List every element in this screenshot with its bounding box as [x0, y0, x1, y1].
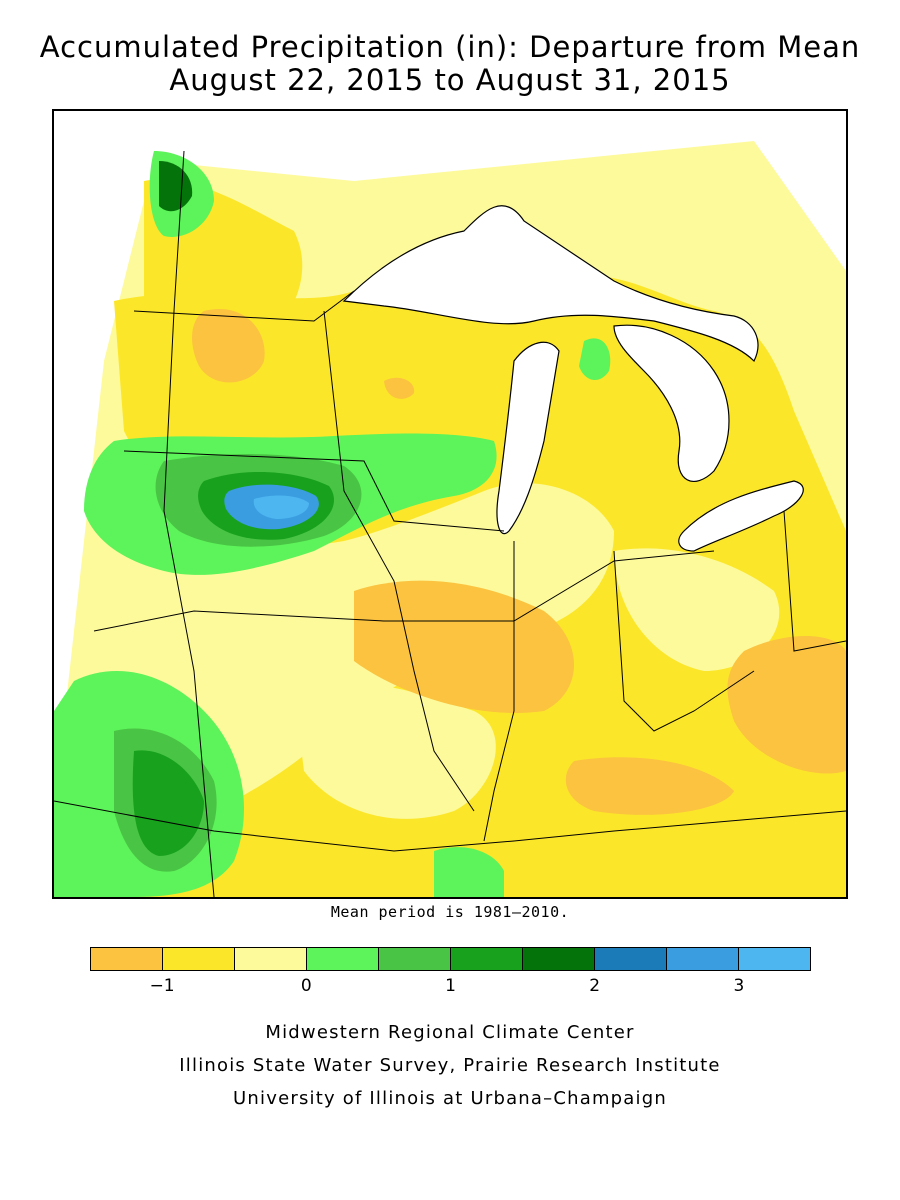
precip-zone-green-sw-dark	[132, 750, 204, 856]
legend-tick-label: −1	[149, 976, 175, 996]
legend-swatch	[595, 948, 667, 970]
precip-zone-orange-5	[384, 377, 415, 399]
precip-zone-green-south	[434, 847, 504, 897]
legend-tick-label: 1	[445, 976, 456, 996]
legend-tick-label: 3	[733, 976, 745, 996]
precip-zone-green-nw-dark	[159, 161, 193, 212]
legend-swatch	[91, 948, 163, 970]
legend-tick-label: 2	[589, 976, 601, 996]
legend-swatch	[235, 948, 307, 970]
precip-zone-orange-1	[192, 309, 265, 383]
precip-zone-orange-4	[565, 757, 734, 815]
legend-swatch	[739, 948, 810, 970]
legend-swatch	[451, 948, 523, 970]
precip-zone-light	[294, 682, 496, 819]
legend-swatch	[307, 948, 379, 970]
legend-swatch	[379, 948, 451, 970]
mean-period-note: Mean period is 1981–2010.	[330, 903, 570, 921]
precip-zone-yellow-central	[280, 300, 501, 442]
precip-zone-green-michigan	[579, 338, 611, 381]
map-date-range: August 22, 2015 to August 31, 2015	[169, 63, 731, 97]
legend-swatch	[163, 948, 235, 970]
precipitation-departure-map	[52, 109, 848, 899]
legend-tick-label: 0	[300, 976, 312, 996]
credit-isws: Illinois State Water Survey, Prairie Res…	[179, 1055, 721, 1076]
legend-swatch	[667, 948, 739, 970]
precip-zone-orange-3	[727, 636, 846, 774]
credit-uiuc: University of Illinois at Urbana–Champai…	[233, 1088, 667, 1109]
precip-zone-blue-light	[253, 495, 309, 519]
lake-superior	[342, 205, 759, 363]
legend-swatch	[523, 948, 595, 970]
color-legend	[90, 947, 811, 971]
map-title: Accumulated Precipitation (in): Departur…	[39, 30, 861, 64]
lake-michigan	[496, 341, 560, 535]
lake-huron	[613, 324, 730, 482]
state-boundaries	[54, 150, 846, 897]
precip-zone-light-east	[614, 548, 780, 671]
lake-erie	[678, 480, 804, 552]
precip-zone-yellow	[54, 275, 846, 897]
credit-mrcc: Midwestern Regional Climate Center	[265, 1022, 635, 1043]
precip-zone-orange-2	[354, 580, 574, 713]
